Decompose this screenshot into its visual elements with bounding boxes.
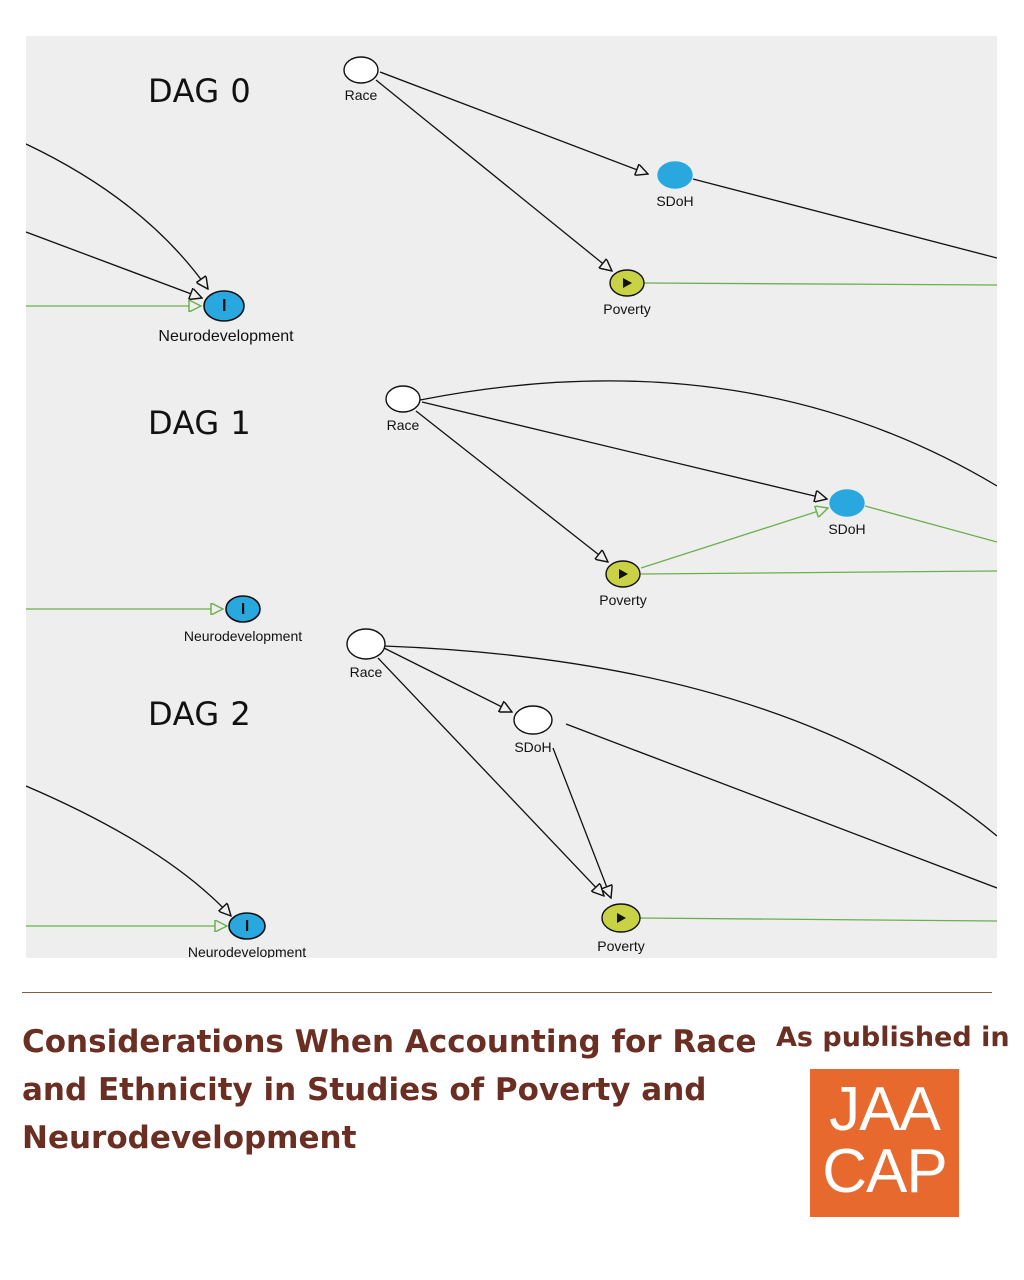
dag-2-sdoh-label: SDoH <box>514 739 552 755</box>
edge-race-offscreen-curve <box>419 380 997 487</box>
jaacap-logo[interactable]: JAA CAP <box>810 1069 959 1217</box>
dag-1-race-label: Race <box>386 417 420 433</box>
dag-0-neuro-label: Neurodevelopment <box>158 328 294 345</box>
dag-1-neuro-label: Neurodevelopment <box>183 628 303 644</box>
edge-race-poverty <box>377 657 604 896</box>
node-sdoh <box>513 705 553 735</box>
edge-race-poverty <box>415 410 608 562</box>
play-triangle-icon <box>619 569 628 579</box>
edge-race-offscreen-curve <box>383 645 997 837</box>
dag-1-poverty-label: Poverty <box>599 592 647 608</box>
node-race <box>343 56 379 84</box>
edge-poverty-sdoh <box>640 508 828 569</box>
dag-0-race-label: Race <box>344 87 378 103</box>
edge-offscreen-neuro-curve <box>26 785 231 916</box>
edge-sdoh-offscreen <box>692 178 997 259</box>
play-triangle-icon <box>623 278 632 288</box>
edge-offscreen-neuro-straight <box>26 231 202 298</box>
edge-poverty-offscreen <box>637 917 997 922</box>
dag-2-title: DAG 2 <box>148 695 252 733</box>
edge-race-poverty <box>375 79 612 271</box>
logo-line-1: JAA <box>829 1075 941 1144</box>
dag-1-title: DAG 1 <box>148 404 252 442</box>
article-title: Considerations When Accounting for Race … <box>22 1024 757 1156</box>
edge-offscreen-neuro-curve <box>26 143 208 289</box>
dag-0-title: DAG 0 <box>148 72 252 110</box>
node-race <box>385 385 421 413</box>
play-triangle-icon <box>617 913 626 923</box>
dag-2-race-label: Race <box>349 664 383 680</box>
logo-line-2: CAP <box>822 1137 947 1206</box>
edge-race-sdoh <box>383 647 512 712</box>
dag-1-sdoh-label: SDoH <box>828 521 866 537</box>
dag-diagram-svg <box>26 56 997 940</box>
dag-2-neuro-label: Neurodevelopment <box>187 944 307 958</box>
outcome-bar-icon <box>242 603 245 614</box>
edge-race-sdoh <box>421 401 827 499</box>
dag-2-poverty-label: Poverty <box>597 938 645 954</box>
dag-figure: DAG 0 DAG 1 DAG 2 Race SDoH Poverty Neur… <box>26 36 997 958</box>
dag-2 <box>26 628 997 940</box>
caption-divider <box>22 992 992 993</box>
node-sdoh <box>829 489 865 517</box>
outcome-bar-icon <box>223 299 226 311</box>
edge-poverty-offscreen <box>643 282 997 286</box>
edge-poverty-offscreen <box>640 570 997 575</box>
dag-0-poverty-label: Poverty <box>603 301 651 317</box>
node-race <box>346 628 386 660</box>
edge-sdoh-offscreen <box>565 723 997 889</box>
dag-0-sdoh-label: SDoH <box>656 193 694 209</box>
edge-race-sdoh <box>379 71 648 174</box>
edge-sdoh-offscreen <box>864 505 997 543</box>
outcome-bar-icon <box>246 920 249 931</box>
dag-1 <box>26 380 997 623</box>
published-in-label: As published in <box>776 1022 1010 1053</box>
edge-sdoh-poverty <box>552 747 611 898</box>
dag-0 <box>26 56 997 322</box>
node-sdoh <box>657 161 693 189</box>
